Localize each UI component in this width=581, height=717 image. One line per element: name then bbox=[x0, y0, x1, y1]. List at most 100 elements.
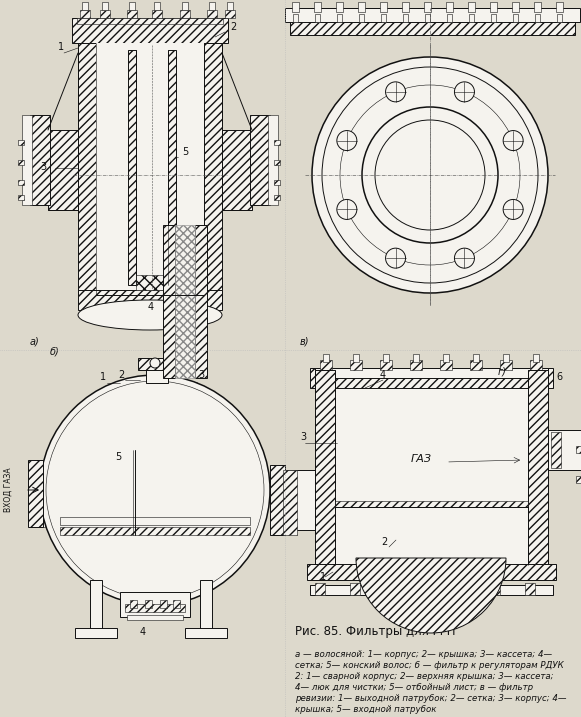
Bar bbox=[154, 2, 160, 10]
Bar bbox=[30, 115, 50, 205]
Circle shape bbox=[150, 358, 160, 368]
Bar bbox=[195, 225, 207, 378]
Text: 4: 4 bbox=[380, 370, 386, 380]
Bar bbox=[222, 130, 252, 210]
Bar bbox=[528, 370, 548, 565]
Bar bbox=[455, 583, 465, 595]
Bar bbox=[491, 14, 496, 22]
Bar bbox=[310, 368, 553, 388]
Bar bbox=[385, 583, 395, 595]
Bar bbox=[152, 10, 162, 18]
Bar bbox=[403, 14, 408, 22]
Bar bbox=[18, 195, 24, 200]
Bar bbox=[315, 583, 325, 595]
Bar bbox=[380, 2, 387, 12]
Text: ревизии: 1— выходной патрубок; 2— сетка; 3— корпус; 4—: ревизии: 1— выходной патрубок; 2— сетка;… bbox=[295, 694, 566, 703]
Bar bbox=[18, 140, 24, 145]
Bar bbox=[444, 577, 456, 607]
Text: 5: 5 bbox=[182, 147, 188, 157]
Circle shape bbox=[40, 375, 270, 605]
Circle shape bbox=[337, 130, 357, 151]
Bar bbox=[127, 10, 137, 18]
Text: а — волосяной: 1— корпус; 2— крышка; 3— кассета; 4—: а — волосяной: 1— корпус; 2— крышка; 3— … bbox=[295, 650, 552, 659]
Bar bbox=[129, 2, 135, 10]
Bar bbox=[73, 460, 83, 527]
Circle shape bbox=[362, 107, 498, 243]
Text: 2: 2 bbox=[381, 537, 388, 547]
Bar bbox=[60, 517, 250, 525]
Text: 1: 1 bbox=[100, 372, 106, 382]
Bar bbox=[490, 2, 497, 12]
Bar bbox=[250, 115, 270, 205]
Bar bbox=[274, 180, 280, 185]
Text: в): в) bbox=[300, 337, 310, 347]
Bar bbox=[80, 10, 90, 18]
Bar bbox=[310, 585, 553, 595]
Text: 3: 3 bbox=[40, 162, 46, 172]
Bar bbox=[82, 2, 88, 10]
Bar bbox=[127, 615, 183, 620]
Bar bbox=[78, 43, 96, 295]
Bar bbox=[576, 476, 581, 483]
Bar bbox=[337, 14, 342, 22]
Bar bbox=[401, 580, 461, 610]
Bar bbox=[82, 43, 218, 51]
Bar bbox=[323, 354, 329, 362]
Bar bbox=[100, 10, 110, 18]
Bar bbox=[443, 354, 449, 362]
Bar bbox=[285, 8, 580, 22]
Bar bbox=[490, 583, 500, 595]
Bar bbox=[168, 50, 176, 285]
Bar bbox=[468, 2, 475, 12]
Bar bbox=[285, 470, 315, 530]
Bar bbox=[525, 583, 535, 595]
Bar bbox=[534, 2, 541, 12]
Bar bbox=[35, 460, 83, 525]
Bar bbox=[18, 160, 24, 165]
Bar bbox=[402, 2, 409, 12]
Bar bbox=[48, 130, 78, 210]
Circle shape bbox=[375, 120, 485, 230]
Bar bbox=[125, 604, 185, 612]
Circle shape bbox=[503, 130, 523, 151]
Bar bbox=[446, 2, 453, 12]
Text: 6: 6 bbox=[556, 372, 562, 382]
Bar bbox=[533, 354, 539, 362]
Bar bbox=[60, 527, 250, 535]
Text: 4: 4 bbox=[140, 627, 146, 637]
Bar bbox=[274, 160, 280, 165]
Bar bbox=[78, 290, 222, 310]
Text: 1: 1 bbox=[320, 572, 326, 582]
Text: ГАЗ: ГАЗ bbox=[411, 454, 432, 464]
Bar bbox=[314, 2, 321, 12]
Text: б): б) bbox=[50, 347, 60, 357]
Bar bbox=[207, 10, 217, 18]
Text: г): г) bbox=[498, 367, 507, 377]
Bar bbox=[381, 14, 386, 22]
Bar bbox=[335, 501, 528, 507]
Text: 2: 2 bbox=[118, 370, 124, 380]
Bar bbox=[130, 600, 137, 608]
Bar bbox=[513, 14, 518, 22]
Bar bbox=[90, 580, 102, 630]
Bar bbox=[576, 446, 581, 453]
Bar bbox=[406, 577, 418, 607]
Text: крышка; 5— входной патрубок: крышка; 5— входной патрубок bbox=[295, 705, 436, 714]
Bar bbox=[336, 2, 343, 12]
Bar bbox=[28, 460, 43, 527]
Bar bbox=[28, 498, 36, 506]
Text: 4: 4 bbox=[148, 302, 154, 312]
Bar bbox=[146, 49, 151, 61]
Bar bbox=[28, 480, 36, 488]
Bar bbox=[556, 2, 563, 12]
Circle shape bbox=[454, 82, 475, 102]
Bar bbox=[283, 470, 297, 535]
Bar bbox=[358, 2, 365, 12]
Bar bbox=[28, 515, 36, 523]
Bar bbox=[35, 460, 45, 527]
Bar bbox=[270, 465, 285, 535]
Bar bbox=[146, 361, 168, 383]
Bar bbox=[290, 8, 575, 35]
Bar bbox=[469, 14, 474, 22]
Text: 2: 2 bbox=[230, 22, 236, 32]
